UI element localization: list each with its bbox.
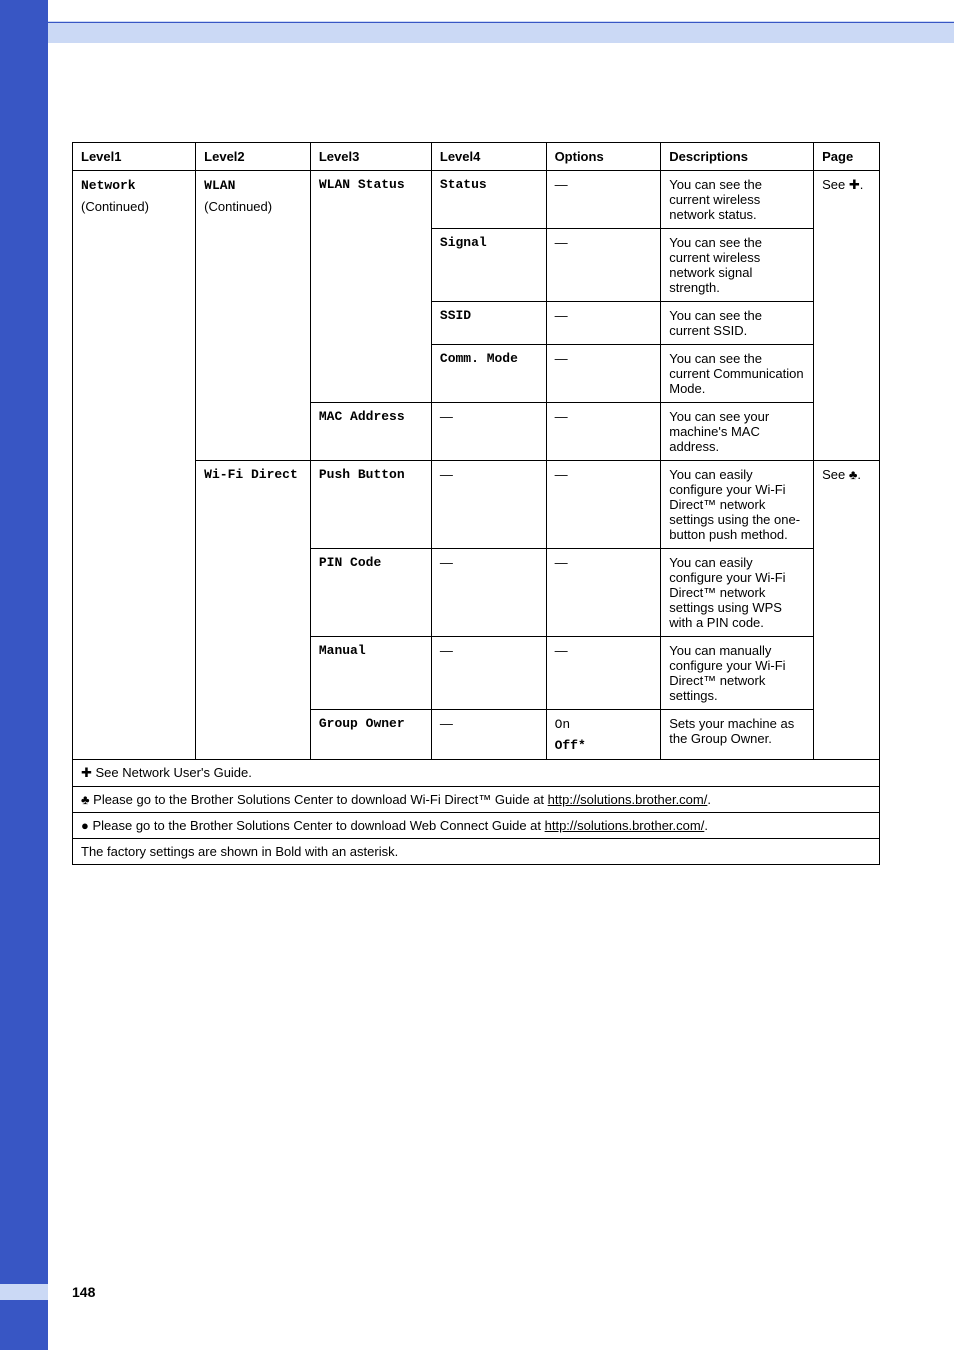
option-off: Off* bbox=[555, 738, 586, 753]
cell-level3: WLAN Status bbox=[310, 171, 431, 403]
top-stripe bbox=[48, 21, 954, 43]
cell-level4: — bbox=[431, 461, 546, 549]
footer-link[interactable]: http://solutions.brother.com/ bbox=[545, 818, 705, 833]
cell-level3: Push Button bbox=[310, 461, 431, 549]
cell-desc: You can manually configure your Wi-Fi Di… bbox=[661, 637, 814, 710]
cell-desc: You can see your machine's MAC address. bbox=[661, 403, 814, 461]
footer-row: ♣ Please go to the Brother Solutions Cen… bbox=[73, 787, 880, 813]
header-level1: Level1 bbox=[73, 143, 196, 171]
footer-line4: The factory settings are shown in Bold w… bbox=[73, 839, 880, 865]
cell-level3: MAC Address bbox=[310, 403, 431, 461]
footer-row: The factory settings are shown in Bold w… bbox=[73, 839, 880, 865]
cell-level4: Comm. Mode bbox=[431, 345, 546, 403]
footer-row: ● Please go to the Brother Solutions Cen… bbox=[73, 813, 880, 839]
cell-level4: Status bbox=[431, 171, 546, 229]
cell-desc: You can easily configure your Wi-Fi Dire… bbox=[661, 461, 814, 549]
cell-desc: Sets your machine as the Group Owner. bbox=[661, 710, 814, 760]
cell-page: See ✚. bbox=[814, 171, 880, 461]
cell-desc: You can easily configure your Wi-Fi Dire… bbox=[661, 549, 814, 637]
footer-link[interactable]: http://solutions.brother.com/ bbox=[548, 792, 708, 807]
footer-line2a: ♣ Please go to the Brother Solutions Cen… bbox=[81, 792, 548, 807]
footer-row: ✚ See Network User's Guide. bbox=[73, 760, 880, 787]
page-number: 148 bbox=[72, 1284, 95, 1300]
footer-line2c: . bbox=[707, 792, 711, 807]
cell-level4: — bbox=[431, 710, 546, 760]
cell-options: — bbox=[546, 403, 661, 461]
cell-level4: — bbox=[431, 549, 546, 637]
cell-desc: You can see the current Communication Mo… bbox=[661, 345, 814, 403]
page-number-stripe bbox=[0, 1284, 48, 1300]
header-level4: Level4 bbox=[431, 143, 546, 171]
cell-level4: SSID bbox=[431, 302, 546, 345]
cell-options: On Off* bbox=[546, 710, 661, 760]
level2-continued: (Continued) bbox=[204, 199, 272, 214]
cell-level3: Group Owner bbox=[310, 710, 431, 760]
cell-options: — bbox=[546, 461, 661, 549]
level1-continued: (Continued) bbox=[81, 199, 149, 214]
cell-desc: You can see the current wireless network… bbox=[661, 229, 814, 302]
footer-line3: ● Please go to the Brother Solutions Cen… bbox=[73, 813, 880, 839]
header-page: Page bbox=[814, 143, 880, 171]
left-stripe bbox=[0, 0, 48, 1350]
table-header-row: Level1 Level2 Level3 Level4 Options Desc… bbox=[73, 143, 880, 171]
settings-table: Level1 Level2 Level3 Level4 Options Desc… bbox=[72, 142, 880, 865]
cell-page: See ♣. bbox=[814, 461, 880, 760]
option-on: On bbox=[555, 717, 571, 732]
footer-line3c: . bbox=[704, 818, 708, 833]
cell-options: — bbox=[546, 302, 661, 345]
cell-options: — bbox=[546, 637, 661, 710]
cell-level3: Manual bbox=[310, 637, 431, 710]
cell-desc: You can see the current wireless network… bbox=[661, 171, 814, 229]
cell-level4: Signal bbox=[431, 229, 546, 302]
cell-level4: — bbox=[431, 637, 546, 710]
cell-level3: PIN Code bbox=[310, 549, 431, 637]
header-level2: Level2 bbox=[196, 143, 311, 171]
cell-desc: You can see the current SSID. bbox=[661, 302, 814, 345]
cell-options: — bbox=[546, 171, 661, 229]
footer-line1: ✚ See Network User's Guide. bbox=[73, 760, 880, 787]
header-level3: Level3 bbox=[310, 143, 431, 171]
level1-text: Network bbox=[81, 178, 136, 193]
level2-text: WLAN bbox=[204, 178, 235, 193]
cell-options: — bbox=[546, 549, 661, 637]
divider-line bbox=[48, 22, 954, 23]
header-options: Options bbox=[546, 143, 661, 171]
header-descriptions: Descriptions bbox=[661, 143, 814, 171]
footer-line3a: ● Please go to the Brother Solutions Cen… bbox=[81, 818, 545, 833]
cell-options: — bbox=[546, 345, 661, 403]
cell-level4: — bbox=[431, 403, 546, 461]
cell-level2: Wi-Fi Direct bbox=[196, 461, 311, 760]
content-area: Level1 Level2 Level3 Level4 Options Desc… bbox=[72, 142, 880, 865]
footer-line2: ♣ Please go to the Brother Solutions Cen… bbox=[73, 787, 880, 813]
cell-options: — bbox=[546, 229, 661, 302]
cell-level2: WLAN (Continued) bbox=[196, 171, 311, 461]
cell-level1: Network (Continued) bbox=[73, 171, 196, 760]
table-row: Network (Continued) WLAN (Continued) WLA… bbox=[73, 171, 880, 229]
